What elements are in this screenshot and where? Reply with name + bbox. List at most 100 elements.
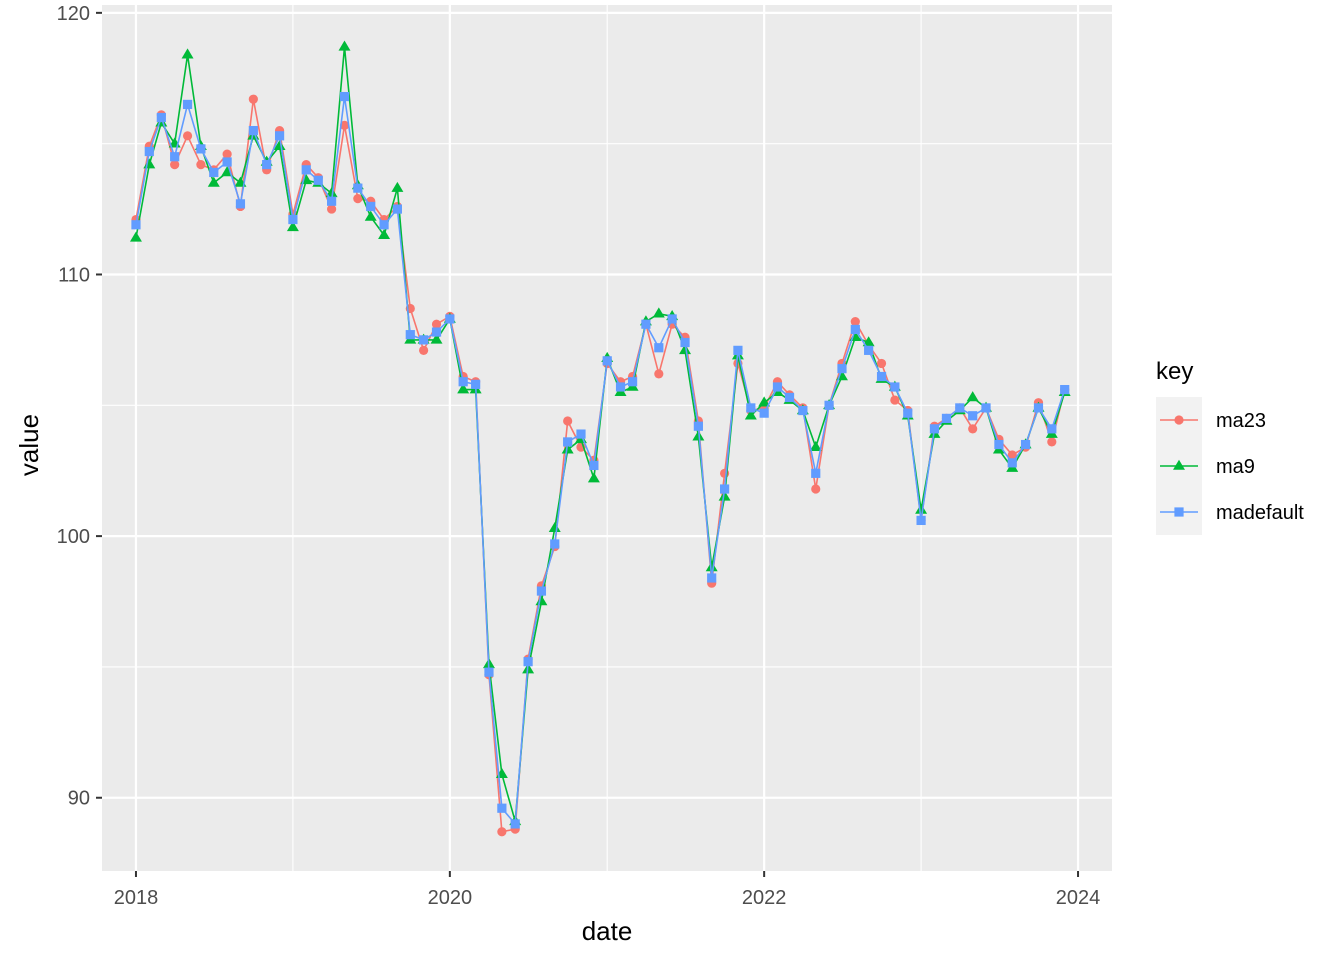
madefault-point xyxy=(746,403,756,413)
madefault-point xyxy=(850,324,860,335)
ma9-point xyxy=(430,333,443,344)
ma23-point xyxy=(654,369,664,379)
madefault-point xyxy=(274,131,285,141)
madefault-point xyxy=(222,157,232,167)
madefault-point xyxy=(170,152,180,162)
madefault-point xyxy=(431,327,442,337)
x-tick-label: 2020 xyxy=(428,887,473,909)
madefault-point xyxy=(955,403,965,413)
madefault-point xyxy=(615,382,626,392)
madefault-point xyxy=(131,220,141,230)
madefault-point xyxy=(1060,384,1070,395)
ma23-point xyxy=(248,94,258,104)
minor-gridlines xyxy=(102,5,1112,930)
madefault-point xyxy=(510,819,520,829)
ma23-point xyxy=(1047,437,1057,447)
axis-ticks: 2018 2020 2022 2024 90 100 110 120 xyxy=(57,3,1101,909)
ma9-point xyxy=(207,176,220,187)
madefault-point xyxy=(994,439,1004,450)
madefault-point xyxy=(864,345,874,355)
ma9-point xyxy=(286,221,299,232)
madefault-point xyxy=(968,411,978,421)
legend-label: madefault xyxy=(1216,502,1304,524)
madefault-point xyxy=(339,91,350,102)
ma9-point xyxy=(744,409,757,420)
legend-key-point xyxy=(1173,459,1185,470)
madefault-point xyxy=(759,408,769,418)
ma23-point xyxy=(850,316,860,327)
series-layer xyxy=(129,40,1071,837)
ma9-point xyxy=(548,521,561,533)
madefault-point xyxy=(392,204,402,214)
madefault-point xyxy=(379,220,389,230)
y-tick-label: 90 xyxy=(68,788,90,810)
madefault-point xyxy=(837,364,847,374)
ma9-point xyxy=(561,443,574,454)
madefault-point xyxy=(824,400,834,410)
ma9-point xyxy=(692,430,705,441)
madefault-point xyxy=(262,159,272,170)
ma9-point xyxy=(809,440,822,451)
ma23-point xyxy=(353,194,363,204)
madefault-point xyxy=(156,112,166,123)
madefault-point xyxy=(654,343,664,353)
ma9-point xyxy=(652,307,665,318)
madefault-point xyxy=(419,335,429,345)
madefault-point xyxy=(1047,424,1057,434)
ma23-point xyxy=(222,149,232,159)
ma9-point xyxy=(457,383,470,394)
madefault-point xyxy=(641,319,651,329)
ma23-point xyxy=(890,395,900,405)
ma23-point xyxy=(497,827,507,837)
madefault-point xyxy=(693,421,703,431)
madefault-point xyxy=(733,345,743,355)
ma9-point xyxy=(705,561,718,572)
madefault-point xyxy=(772,382,783,392)
legend-item-madefault: madefault xyxy=(1156,489,1304,535)
series-line-madefault xyxy=(135,95,1066,825)
madefault-point xyxy=(497,803,507,813)
madefault-point xyxy=(916,515,926,526)
ma9-point xyxy=(587,472,600,483)
madefault-point xyxy=(484,667,494,677)
madefault-point xyxy=(550,539,560,549)
ma9-point xyxy=(679,344,692,355)
madefault-point xyxy=(405,330,415,340)
ma23-point xyxy=(431,319,442,329)
ma9-point xyxy=(181,48,194,59)
madefault-point xyxy=(667,314,677,324)
ma9-point xyxy=(862,336,875,347)
madefault-point xyxy=(784,392,795,403)
legend-key-point xyxy=(1174,415,1184,425)
madefault-point xyxy=(929,424,940,434)
ma23-point xyxy=(1007,450,1017,460)
madefault-point xyxy=(602,356,612,366)
madefault-point xyxy=(981,403,991,413)
ma9-point xyxy=(966,391,979,402)
major-gridlines xyxy=(102,5,1112,871)
madefault-point xyxy=(144,146,154,157)
madefault-point xyxy=(445,314,455,324)
madefault-point xyxy=(288,214,298,225)
madefault-point xyxy=(941,413,952,423)
ma9-point xyxy=(758,396,771,407)
legend-label: ma23 xyxy=(1216,410,1266,432)
madefault-point xyxy=(903,408,913,418)
ma23-point xyxy=(563,416,573,426)
ma23-point xyxy=(196,159,206,170)
madefault-point xyxy=(248,125,258,136)
madefault-point xyxy=(209,167,219,178)
x-tick-label: 2018 xyxy=(114,887,159,909)
ma9-point xyxy=(364,210,377,221)
madefault-point xyxy=(1020,439,1031,450)
legend-key-point xyxy=(1174,507,1184,517)
madefault-point xyxy=(1033,403,1044,413)
madefault-point xyxy=(471,379,481,389)
x-axis-title: date xyxy=(582,916,633,946)
legend-label: ma9 xyxy=(1216,456,1255,478)
series-madefault xyxy=(131,91,1070,829)
madefault-point xyxy=(563,437,573,447)
y-tick-label: 120 xyxy=(57,3,90,25)
madefault-point xyxy=(589,460,599,471)
